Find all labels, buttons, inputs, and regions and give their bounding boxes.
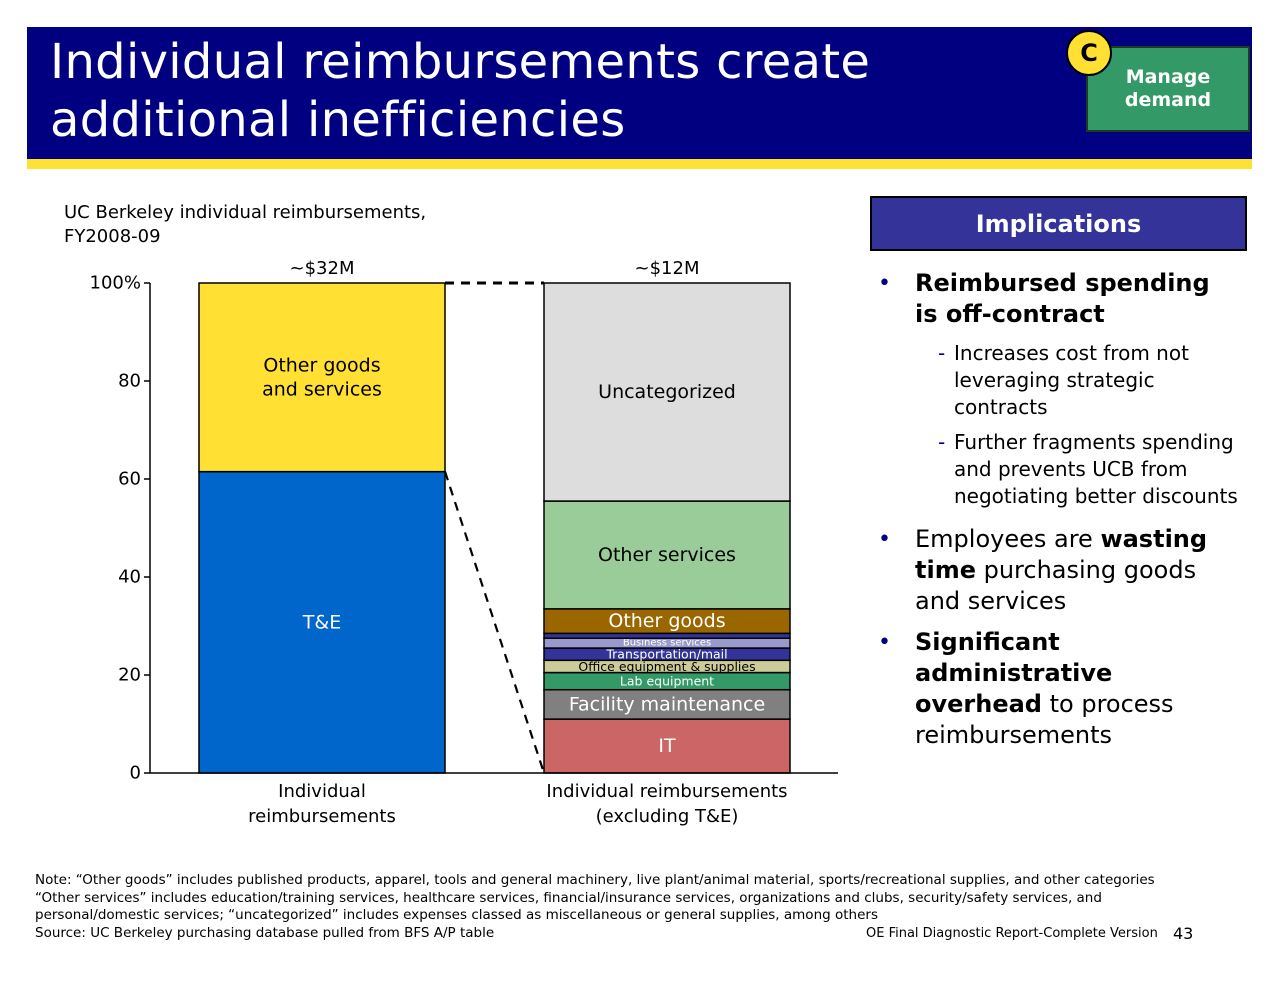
bullet-wasting-time: • Employees are wasting time purchasing … (878, 524, 1238, 617)
section-letter-badge: C (1066, 30, 1112, 76)
segment-label: IT (658, 735, 676, 757)
bullet-3-bold: Significant administrative overhead (915, 628, 1113, 718)
note-line-2: “Other services” includes education/trai… (35, 889, 1102, 906)
manage-demand-badge: Manage demand (1086, 46, 1250, 132)
connector-line-bottom (443, 471, 546, 774)
bar-segment (543, 500, 791, 610)
bullet-2-bold: wasting time (915, 525, 1208, 584)
report-name: OE Final Diagnostic Report-Complete Vers… (866, 926, 1158, 941)
y-tick-label: 40 (118, 567, 141, 588)
sub-bullet-cost: - Increases cost from not leveraging str… (878, 340, 1238, 421)
implications-list: • Reimbursed spending is off-contract - … (878, 268, 1238, 761)
sub-bullet-fragments: - Further fragments spending and prevent… (878, 429, 1238, 510)
y-tick-label: 0 (130, 763, 141, 784)
segment-label: and services (262, 378, 382, 400)
y-tick-label: 80 (118, 371, 141, 392)
footnotes: Note: “Other goods” includes published p… (35, 872, 1260, 942)
segment-label: Other goods (608, 610, 725, 632)
y-tick-label: 60 (118, 469, 141, 490)
badge-line-2: demand (1124, 89, 1212, 111)
segment-label: Uncategorized (598, 381, 736, 403)
dash-icon: - (938, 341, 946, 365)
category-label: Individual (278, 781, 366, 802)
y-tick-label: 100% (90, 273, 141, 294)
header-band (27, 27, 1252, 159)
bullet-1-bold: Reimbursed spending is off-contract (915, 269, 1210, 328)
chart-title-line-1: UC Berkeley individual reimbursements, (64, 202, 427, 223)
segment-label: Transportation/mail (605, 647, 727, 662)
title-line-2: additional inefficiencies (50, 92, 626, 148)
sub-bullet-2-text: Further fragments spending and prevents … (954, 430, 1238, 508)
category-label: reimbursements (248, 806, 396, 827)
category-label: Individual reimbursements (546, 781, 787, 802)
title-line-1: Individual reimbursements create (50, 34, 871, 90)
page-number: 43 (1173, 924, 1194, 943)
bar-total-label: ~$32M (290, 258, 355, 279)
dash-icon: - (938, 430, 946, 454)
note-line-3: personal/domestic services; “uncategoriz… (35, 907, 878, 923)
y-tick-label: 20 (118, 665, 141, 686)
sub-bullet-1-text: Increases cost from not leveraging strat… (954, 341, 1189, 419)
implications-heading: Implications (870, 196, 1247, 251)
bullet-dot-icon: • (878, 630, 891, 655)
source-line: Source: UC Berkeley purchasing database … (35, 924, 495, 941)
chart-title: UC Berkeley individual reimbursements, F… (64, 201, 426, 249)
bar-total-label: ~$12M (635, 258, 700, 279)
bullet-dot-icon: • (878, 527, 891, 552)
bar-segment (543, 688, 791, 720)
segment-label: Lab equipment (620, 674, 714, 689)
badge-line-1: Manage (1125, 66, 1211, 88)
note-line-1: Note: “Other goods” includes published p… (35, 872, 1155, 888)
bullet-3-post: to process reimbursements (915, 690, 1174, 749)
segment-label: Business services (623, 638, 711, 649)
page-title: Individual reimbursements create additio… (50, 33, 1040, 149)
bullet-2-post: purchasing goods and services (915, 556, 1197, 615)
bullet-dot-icon: • (878, 271, 891, 296)
bullet-off-contract: • Reimbursed spending is off-contract (878, 268, 1238, 330)
chart-title-line-2: FY2008-09 (64, 226, 161, 247)
bullet-overhead: • Significant administrative overhead to… (878, 627, 1238, 751)
category-label: (excluding T&E) (596, 806, 739, 827)
bar-segment (543, 608, 791, 635)
bullet-2-pre: Employees are (915, 525, 1101, 553)
bar-segment (198, 282, 446, 473)
segment-label: T&E (302, 611, 341, 633)
segment-label: Office equipment & supplies (578, 659, 755, 674)
header-stripe (27, 159, 1252, 169)
bar-segment (543, 282, 791, 502)
segment-label: Other goods (263, 354, 380, 376)
segment-label: Other services (598, 544, 736, 566)
segment-label: Facility maintenance (569, 693, 765, 715)
